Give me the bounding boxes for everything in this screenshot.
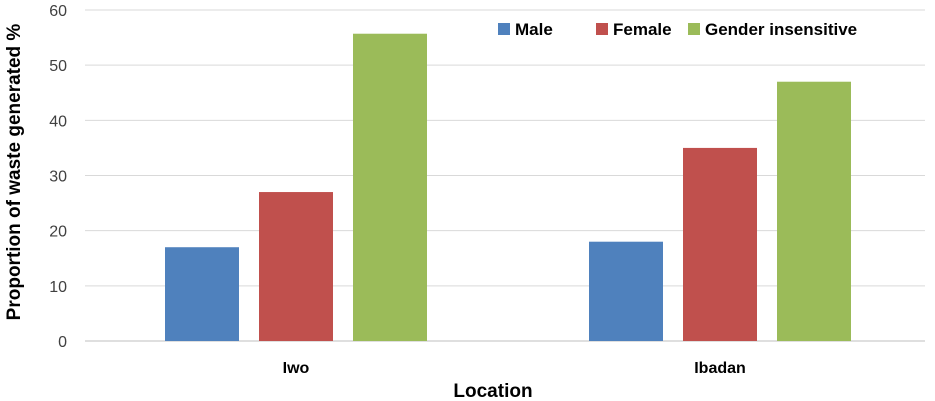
y-tick-label: 40: [49, 113, 67, 130]
x-axis-title: Location: [453, 381, 532, 401]
bar-ibadan-female: [683, 147, 757, 341]
legend-label: Female: [613, 20, 672, 39]
y-tick-label: 10: [49, 279, 67, 296]
legend-swatch: [596, 23, 608, 35]
y-tick-label: 20: [49, 224, 67, 241]
legend-label: Male: [515, 20, 553, 39]
bar-ibadan-gender-insensitive: [777, 81, 851, 341]
y-tick-label: 60: [49, 3, 67, 20]
x-category-label: Iwo: [283, 360, 310, 377]
legend-swatch: [688, 23, 700, 35]
bar-iwo-gender-insensitive: [353, 33, 427, 341]
y-tick-label: 30: [49, 169, 67, 186]
x-category-label: Ibadan: [694, 360, 746, 377]
legend: Male Female Gender insensitive: [498, 20, 857, 39]
bar-ibadan-male: [589, 241, 663, 341]
bar-iwo-female: [259, 192, 333, 341]
x-axis-categories: Iwo Ibadan: [283, 360, 746, 377]
y-axis-title: Proportion of waste generated %: [4, 24, 25, 321]
y-tick-label: 50: [49, 58, 67, 75]
y-axis-ticks: 0 10 20 30 40 50 60: [49, 3, 67, 351]
bar-iwo-male: [165, 247, 239, 341]
y-tick-label: 0: [58, 334, 67, 351]
legend-swatch: [498, 23, 510, 35]
bars: [165, 33, 851, 341]
legend-label: Gender insensitive: [705, 20, 857, 39]
